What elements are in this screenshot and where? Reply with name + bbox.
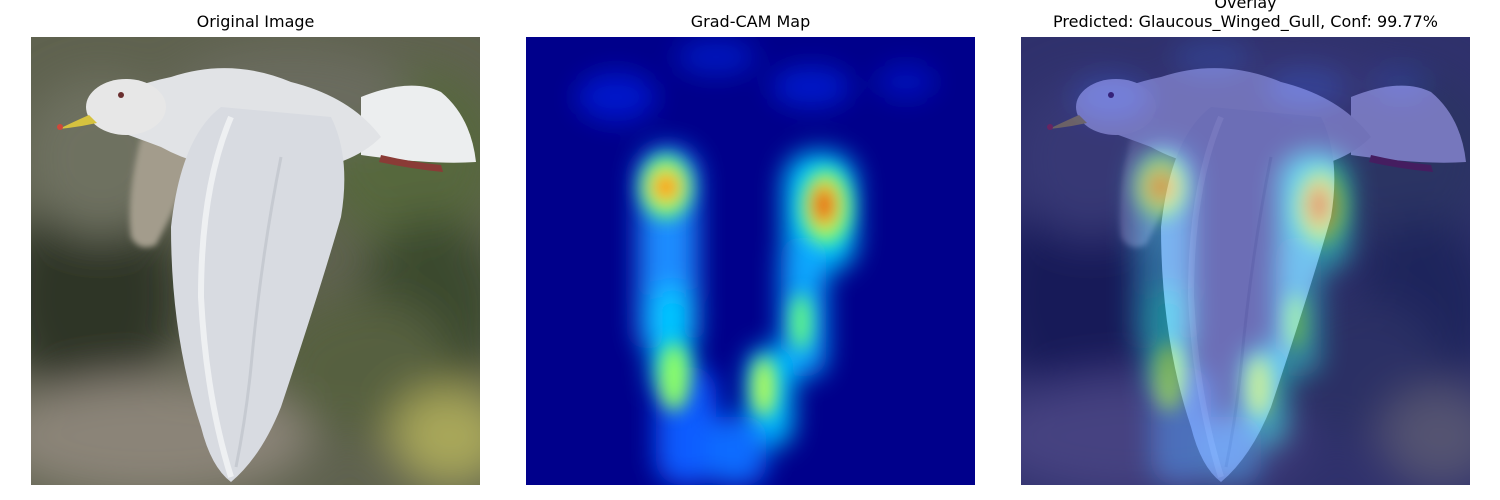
- gradcam-heatmap: [526, 37, 975, 485]
- prediction-label: Predicted: Glaucous_Winged_Gull, Conf: 9…: [1053, 12, 1438, 31]
- overlay-title: Overlay: [1214, 0, 1277, 12]
- original-image-title: Original Image: [196, 12, 315, 31]
- overlay-image: [1021, 37, 1470, 485]
- original-image: [31, 37, 480, 485]
- gradcam-map-title: Grad-CAM Map: [690, 12, 811, 31]
